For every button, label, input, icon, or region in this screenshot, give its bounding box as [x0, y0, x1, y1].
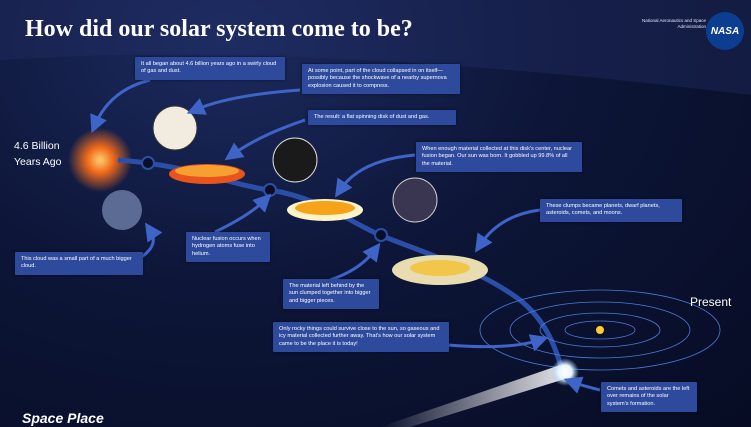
disk — [175, 165, 239, 177]
node — [264, 184, 276, 196]
timeline-start: 4.6 Billion Years Ago — [14, 139, 76, 171]
caption: The result: a flat spinning disk of dust… — [308, 110, 456, 125]
fusion-image — [273, 138, 317, 182]
infographic: How did our solar system come to be? Nat… — [0, 0, 751, 427]
node — [142, 157, 154, 169]
caption: At some point, part of the cloud collaps… — [302, 64, 460, 94]
title: How did our solar system come to be? — [25, 16, 413, 43]
caption: The material left behind by the sun clum… — [283, 279, 379, 309]
clump-image — [393, 178, 437, 222]
comet-trail — [380, 365, 568, 427]
cloud-image — [102, 190, 142, 230]
agency: National Aeronautics and Space Administr… — [636, 18, 706, 29]
caption: It all began about 4.6 billion years ago… — [135, 57, 285, 80]
space-place-logo: Space Place — [22, 410, 104, 426]
node — [375, 229, 387, 241]
disk — [295, 201, 355, 215]
sun — [596, 326, 604, 334]
nasa-logo: NASA — [706, 12, 744, 50]
caption: Only rocky things could survive close to… — [273, 322, 449, 352]
caption: When enough material collected at this d… — [416, 142, 582, 172]
timeline-end: Present — [690, 295, 731, 309]
disk — [410, 260, 470, 276]
caption: Nuclear fusion occurs when hydrogen atom… — [186, 232, 270, 262]
caption: This cloud was a small part of a much bi… — [15, 252, 143, 275]
collapse-image — [153, 106, 197, 150]
caption: These clumps became planets, dwarf plane… — [540, 199, 682, 222]
caption: Comets and asteroids are the left over r… — [601, 382, 697, 412]
